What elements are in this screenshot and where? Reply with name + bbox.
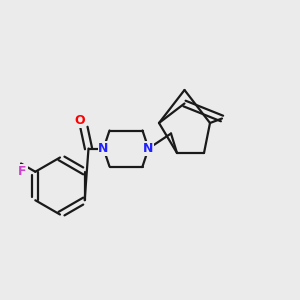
Text: N: N — [143, 142, 154, 155]
Text: O: O — [74, 114, 85, 128]
Text: N: N — [98, 142, 109, 155]
Text: F: F — [18, 164, 27, 178]
